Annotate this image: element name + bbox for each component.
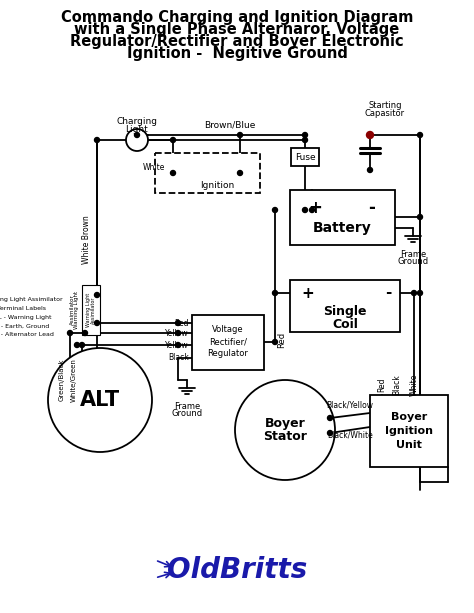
Bar (291, 148, 319, 166)
Circle shape (80, 343, 84, 348)
Text: White: White (410, 374, 419, 396)
Circle shape (418, 132, 422, 137)
Text: Ignition: Ignition (385, 426, 433, 436)
Circle shape (273, 207, 277, 213)
Text: Boyer: Boyer (391, 412, 427, 422)
Text: OldBritts: OldBritts (167, 556, 307, 584)
Text: Ignition: Ignition (200, 180, 234, 189)
Text: Warning Light: Warning Light (74, 291, 80, 329)
Text: Battery: Battery (313, 221, 371, 235)
Circle shape (74, 343, 80, 348)
Text: Commando Charging and Ignition Diagram: Commando Charging and Ignition Diagram (61, 10, 413, 25)
Text: AL - Alternator Lead: AL - Alternator Lead (0, 332, 54, 337)
Text: Warning Light Assimilator: Warning Light Assimilator (0, 297, 62, 302)
Circle shape (94, 321, 100, 326)
Circle shape (302, 137, 308, 142)
Text: Regulator: Regulator (208, 349, 248, 359)
Text: Boyer: Boyer (264, 417, 305, 430)
Bar (370, 395, 448, 467)
Text: -: - (369, 199, 375, 217)
Text: White Brown: White Brown (82, 216, 91, 264)
Text: Yellow: Yellow (165, 340, 189, 349)
Text: with a Single Phase Alternaror, Voltage: with a Single Phase Alternaror, Voltage (74, 22, 400, 37)
Text: Black: Black (392, 375, 401, 395)
Circle shape (328, 430, 332, 435)
Circle shape (366, 132, 374, 139)
Text: Warning Light
Assimilator: Warning Light Assimilator (86, 293, 96, 327)
Text: Starting: Starting (368, 101, 402, 110)
Text: Yellow: Yellow (165, 329, 189, 338)
Circle shape (237, 132, 243, 137)
Text: Red: Red (174, 319, 189, 327)
Text: Light: Light (126, 126, 148, 134)
Circle shape (418, 291, 422, 295)
Text: White/Green: White/Green (71, 358, 77, 402)
Circle shape (94, 137, 100, 142)
Ellipse shape (235, 380, 335, 480)
Text: Red: Red (277, 332, 286, 348)
Text: ALT: ALT (80, 390, 120, 410)
Circle shape (302, 132, 308, 137)
Circle shape (82, 330, 88, 335)
Circle shape (175, 330, 181, 335)
Text: Frame: Frame (400, 250, 426, 259)
Circle shape (273, 291, 277, 295)
Bar (82, 285, 100, 335)
Bar (155, 153, 260, 193)
Bar (290, 280, 400, 332)
Circle shape (237, 170, 243, 175)
Circle shape (273, 340, 277, 345)
Text: Ignition -  Negitive Ground: Ignition - Negitive Ground (127, 46, 347, 61)
Text: Capasitor: Capasitor (365, 109, 405, 118)
Text: +: + (301, 286, 314, 300)
Text: WL - Warning Light: WL - Warning Light (0, 316, 52, 321)
Text: Charging: Charging (117, 118, 157, 126)
Circle shape (135, 132, 139, 137)
Circle shape (328, 416, 332, 421)
Bar (192, 315, 264, 370)
Circle shape (310, 207, 315, 213)
Circle shape (175, 343, 181, 348)
Circle shape (67, 330, 73, 335)
Circle shape (171, 170, 175, 175)
Circle shape (411, 291, 417, 295)
Text: Regulator/Rectifier and Boyer Electronic: Regulator/Rectifier and Boyer Electronic (70, 34, 404, 49)
Circle shape (94, 292, 100, 297)
Text: White: White (143, 164, 165, 172)
Text: Red: Red (377, 378, 386, 392)
Text: -: - (385, 286, 391, 300)
Circle shape (367, 167, 373, 172)
Text: Black/White: Black/White (327, 430, 373, 440)
Text: +: + (308, 199, 322, 217)
Text: Terminal Labels: Terminal Labels (0, 305, 46, 311)
Text: Voltage: Voltage (212, 326, 244, 335)
Circle shape (126, 129, 148, 151)
Text: Black/Yellow: Black/Yellow (327, 400, 374, 409)
Circle shape (367, 132, 373, 137)
Text: Ground: Ground (397, 257, 428, 266)
Bar (290, 190, 395, 245)
Text: Stator: Stator (263, 430, 307, 443)
Text: Ground: Ground (172, 409, 202, 418)
Text: Green/Black: Green/Black (59, 359, 65, 402)
Text: Unit: Unit (396, 440, 422, 450)
Circle shape (418, 215, 422, 219)
Circle shape (302, 207, 308, 213)
Text: Coil: Coil (332, 318, 358, 330)
Text: E - Earth, Ground: E - Earth, Ground (0, 324, 49, 329)
Text: Frame: Frame (174, 402, 200, 411)
Text: Rectifier/: Rectifier/ (209, 338, 247, 346)
Text: Brown/Blue: Brown/Blue (204, 121, 255, 130)
Text: Black: Black (168, 354, 189, 362)
Ellipse shape (48, 348, 152, 452)
Circle shape (171, 137, 175, 142)
Text: Fuse: Fuse (295, 153, 315, 161)
Text: Assimilator: Assimilator (70, 295, 74, 326)
Text: Single: Single (323, 305, 367, 319)
Circle shape (175, 321, 181, 326)
